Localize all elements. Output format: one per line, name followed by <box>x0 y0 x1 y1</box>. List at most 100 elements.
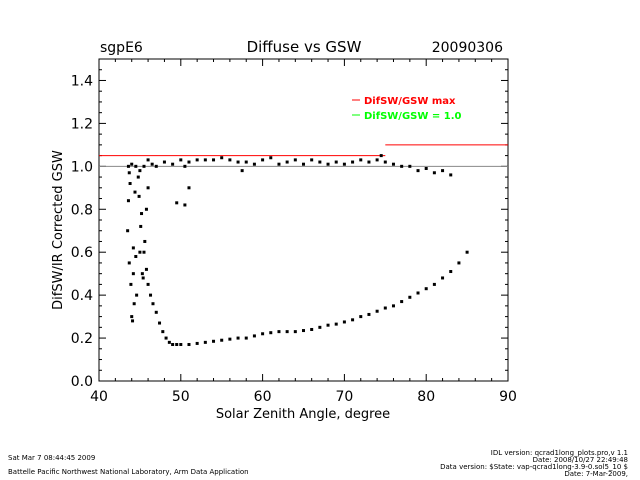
x-tick-label: 80 <box>417 389 435 405</box>
data-point <box>131 319 135 323</box>
data-point <box>183 164 187 168</box>
data-point <box>465 250 469 254</box>
data-point <box>400 300 404 304</box>
data-point <box>126 229 130 233</box>
x-axis-label: Solar Zenith Angle, degree <box>216 407 390 422</box>
x-tick-label: 90 <box>499 389 517 405</box>
data-point <box>408 295 412 299</box>
data-point <box>302 162 305 166</box>
data-point <box>375 158 379 162</box>
data-point <box>240 169 244 173</box>
data-point <box>187 343 191 347</box>
data-point <box>424 287 428 291</box>
plot-area: 40 50 60 70 80 90 0.0 0.2 0.4 0.6 0.8 1.0 1.2 1.4 DifS… <box>71 58 517 405</box>
data-point <box>359 158 363 162</box>
data-point <box>140 212 144 216</box>
data-point <box>171 343 175 347</box>
legend-label: DifSW/GSW max <box>364 96 456 107</box>
data-point <box>150 162 154 166</box>
data-point <box>142 164 146 168</box>
data-point <box>203 340 207 344</box>
data-point <box>134 254 138 258</box>
data-point <box>277 330 281 334</box>
footer-data-date: Date: 7-Mar-2009, <box>564 470 628 478</box>
y-axis-label: DifSW/IR Corrected GSW <box>51 150 66 310</box>
data-point <box>175 201 179 205</box>
data-point <box>154 310 158 314</box>
data-point <box>212 158 216 162</box>
data-point <box>203 158 207 162</box>
data-point <box>244 336 248 340</box>
data-point <box>391 162 395 166</box>
data-point <box>151 302 155 306</box>
data-point <box>432 282 436 286</box>
data-point <box>140 272 144 276</box>
data-point <box>146 158 150 162</box>
data-point <box>195 341 199 345</box>
data-point <box>449 173 453 177</box>
data-point <box>367 160 371 164</box>
data-point <box>269 331 273 335</box>
footer-timestamp: Sat Mar 7 08:44:45 2009 <box>8 454 95 462</box>
data-point <box>175 343 179 347</box>
data-point <box>162 160 166 164</box>
footer-idl-date: Date: 2008/10/27 22:49:48 <box>533 456 628 464</box>
y-tick-label: 0.8 <box>71 202 93 218</box>
data-point <box>220 156 224 160</box>
data-point <box>334 322 338 326</box>
footer-data-version: Data version: $State: vap-qcrad1long-3.9… <box>440 463 628 471</box>
data-point <box>252 334 256 338</box>
data-point <box>161 330 165 334</box>
y-tick-label: 1.2 <box>71 116 93 132</box>
data-point <box>277 162 281 166</box>
data-point <box>285 330 289 334</box>
data-point <box>139 224 143 228</box>
data-point <box>391 304 395 308</box>
data-point <box>236 336 240 340</box>
data-point <box>261 332 265 336</box>
site-label: sgpE6 <box>100 40 143 56</box>
data-point <box>167 340 171 344</box>
data-point <box>293 158 297 162</box>
legend-label: DifSW/GSW = 1.0 <box>364 111 462 122</box>
data-point <box>383 306 387 310</box>
data-point <box>359 315 363 319</box>
data-point <box>375 309 379 313</box>
data-point <box>269 156 273 160</box>
data-point <box>187 160 191 164</box>
data-point <box>310 158 314 162</box>
data-point <box>154 164 158 168</box>
data-point <box>334 160 338 164</box>
data-point <box>302 329 305 333</box>
data-point <box>126 164 130 168</box>
data-point <box>441 276 445 280</box>
data-point <box>449 270 453 274</box>
data-point <box>179 343 183 347</box>
y-tick-label: 0.4 <box>71 288 93 304</box>
data-point <box>367 312 371 316</box>
data-point <box>171 162 175 166</box>
data-point <box>137 194 141 198</box>
data-point <box>130 315 134 319</box>
data-point <box>128 182 132 186</box>
data-point <box>131 246 135 250</box>
data-point <box>293 330 297 334</box>
data-point <box>126 199 130 203</box>
data-point <box>326 162 330 166</box>
chart-title: Diffuse vs GSW <box>247 38 362 56</box>
data-point <box>129 282 133 286</box>
data-point <box>228 337 232 341</box>
data-point <box>457 261 461 265</box>
footer-organization: Battelle Pacific Northwest National Labo… <box>8 468 249 476</box>
data-point <box>146 282 150 286</box>
data-point <box>310 327 314 331</box>
data-point <box>212 339 216 343</box>
data-point <box>228 158 232 162</box>
y-tick-label: 1.4 <box>71 73 93 89</box>
data-point <box>432 171 436 175</box>
data-point <box>134 164 138 168</box>
data-point <box>135 293 139 297</box>
data-point <box>285 160 289 164</box>
data-point <box>342 320 346 324</box>
